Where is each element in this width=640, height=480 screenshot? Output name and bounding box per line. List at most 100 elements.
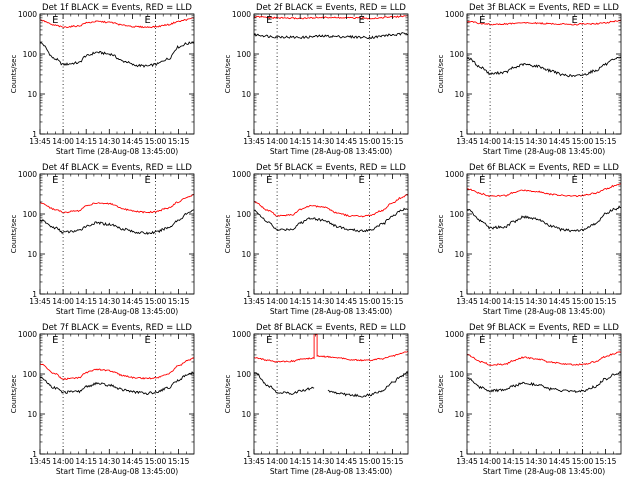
plot-title: Det 7f BLACK = Events, RED = LLD (42, 323, 192, 333)
x-tick-label: 14:00 (479, 297, 501, 306)
x-tick-label: 14:15 (75, 297, 97, 306)
x-tick-label: 14:15 (289, 457, 311, 466)
x-axis-label: Start Time (28-Aug-08 13:45:00) (56, 307, 178, 316)
x-tick-label: 13:45 (456, 297, 478, 306)
y-tick-label: 100 (23, 370, 38, 379)
x-axis-label: Start Time (28-Aug-08 13:45:00) (270, 467, 392, 476)
x-axis-label: Start Time (28-Aug-08 13:45:00) (483, 147, 605, 156)
y-tick-label: 10 (241, 250, 251, 259)
x-tick-label: 15:00 (145, 297, 167, 306)
x-tick-label: 14:15 (502, 137, 524, 146)
series-line-lld (254, 334, 408, 363)
series-line-events (467, 205, 621, 233)
x-tick-label: 14:30 (312, 137, 334, 146)
x-axis-label: Start Time (28-Aug-08 13:45:00) (270, 307, 392, 316)
plot-title: Det 6f BLACK = Events, RED = LLD (469, 163, 619, 173)
y-tick-label: 1 (246, 130, 251, 139)
series-line-lld (254, 15, 408, 20)
x-tick-label: 14:30 (525, 457, 547, 466)
x-tick-label: 14:00 (52, 297, 74, 306)
y-axis-label: Counts/sec (437, 375, 445, 414)
y-tick-label: 1 (459, 290, 464, 299)
series-line-events (467, 370, 621, 394)
x-tick-label: 14:15 (75, 457, 97, 466)
x-tick-label: 14:45 (336, 137, 358, 146)
y-tick-label: 10 (27, 90, 37, 99)
x-tick-label: 15:00 (145, 457, 167, 466)
series-line-lld (40, 193, 194, 214)
event-marker-label: E (52, 15, 58, 26)
x-tick-label: 14:00 (479, 137, 501, 146)
y-axis-label: Counts/sec (437, 215, 445, 254)
y-tick-label: 100 (23, 210, 38, 219)
y-axis-label: Counts/sec (437, 55, 445, 94)
x-tick-label: 14:00 (266, 137, 288, 146)
x-tick-label: 15:00 (572, 137, 594, 146)
y-tick-label: 10 (241, 410, 251, 419)
x-tick-label: 13:45 (243, 457, 265, 466)
x-tick-label: 14:00 (52, 457, 74, 466)
event-marker-label: E (359, 15, 365, 26)
event-marker-label: E (479, 15, 485, 26)
y-tick-label: 1000 (18, 330, 37, 339)
x-tick-label: 14:45 (549, 457, 571, 466)
series-line-lld (467, 351, 621, 366)
x-tick-label: 13:45 (243, 137, 265, 146)
series-line-lld (40, 357, 194, 381)
x-tick-label: 15:15 (382, 137, 404, 146)
y-tick-label: 1000 (445, 170, 464, 179)
x-tick-label: 14:30 (525, 137, 547, 146)
plot-title: Det 1f BLACK = Events, RED = LLD (42, 3, 192, 13)
y-tick-label: 1 (459, 450, 464, 459)
series-line-lld (40, 17, 194, 29)
plot-title: Det 5f BLACK = Events, RED = LLD (256, 163, 406, 173)
y-tick-label: 100 (237, 50, 252, 59)
event-marker-label: E (572, 15, 578, 26)
y-tick-label: 1 (246, 290, 251, 299)
y-tick-label: 1000 (232, 330, 251, 339)
y-tick-label: 100 (450, 210, 465, 219)
x-tick-label: 14:45 (122, 457, 144, 466)
x-tick-label: 13:45 (456, 457, 478, 466)
x-tick-label: 14:15 (502, 457, 524, 466)
event-marker-label: E (145, 335, 151, 346)
series-line-events (467, 56, 621, 78)
x-tick-label: 15:00 (572, 297, 594, 306)
y-tick-label: 1000 (232, 10, 251, 19)
x-tick-label: 15:15 (382, 457, 404, 466)
x-tick-label: 13:45 (29, 297, 51, 306)
y-tick-label: 1000 (18, 10, 37, 19)
y-tick-label: 100 (450, 50, 465, 59)
event-marker-label: E (572, 335, 578, 346)
x-tick-label: 15:15 (595, 137, 617, 146)
event-marker-label: E (359, 335, 365, 346)
x-axis-label: Start Time (28-Aug-08 13:45:00) (270, 147, 392, 156)
event-marker-label: E (266, 335, 272, 346)
x-tick-label: 14:15 (75, 137, 97, 146)
y-axis-label: Counts/sec (224, 215, 232, 254)
y-tick-label: 10 (454, 90, 464, 99)
x-tick-label: 14:30 (312, 297, 334, 306)
x-tick-label: 14:00 (266, 457, 288, 466)
y-axis-label: Counts/sec (10, 55, 18, 94)
y-tick-label: 1000 (445, 10, 464, 19)
y-axis-label: Counts/sec (224, 375, 232, 414)
x-tick-label: 14:45 (549, 137, 571, 146)
x-axis-label: Start Time (28-Aug-08 13:45:00) (56, 147, 178, 156)
y-axis-label: Counts/sec (10, 215, 18, 254)
x-axis-label: Start Time (28-Aug-08 13:45:00) (483, 307, 605, 316)
y-tick-label: 100 (450, 370, 465, 379)
x-tick-label: 15:00 (145, 137, 167, 146)
series-line-lld (467, 183, 621, 198)
x-tick-label: 15:15 (168, 297, 190, 306)
y-axis-label: Counts/sec (10, 375, 18, 414)
y-tick-label: 1 (246, 450, 251, 459)
x-tick-label: 14:15 (289, 297, 311, 306)
series-line-lld (467, 19, 621, 26)
